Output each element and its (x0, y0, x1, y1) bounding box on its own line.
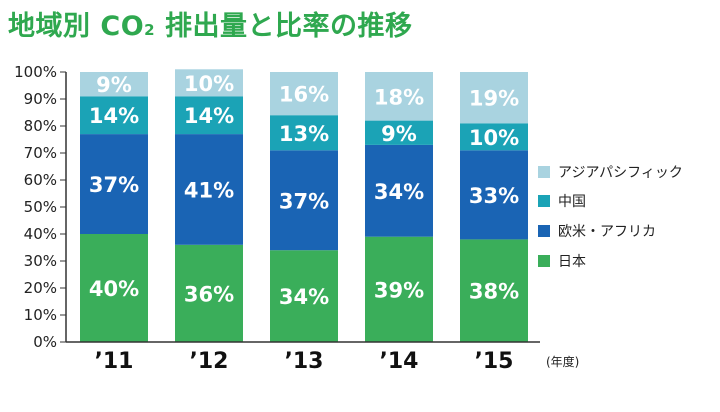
legend-label: アジアパシフィック (558, 165, 683, 181)
chart-title-subscript: 2 (144, 21, 156, 39)
legend-swatch (538, 166, 550, 178)
y-tick-label: 60% (24, 171, 57, 189)
data-label: 33% (469, 184, 519, 208)
x-category-label: ’12 (190, 349, 229, 374)
bar-segment (270, 250, 338, 342)
legend-swatch (538, 255, 550, 267)
bar-segment (175, 69, 243, 97)
bar-segment (175, 134, 243, 245)
data-label: 34% (279, 285, 329, 309)
bar-segment (270, 115, 338, 151)
bar-segment (80, 96, 148, 135)
data-label: 39% (374, 278, 424, 302)
x-category-label: ’15 (475, 349, 514, 374)
bar-segment (365, 236, 433, 342)
y-tick-label: 80% (24, 117, 57, 135)
legend-swatch (538, 195, 550, 207)
bar-segment (365, 144, 433, 237)
bar-segment (365, 72, 433, 121)
y-tick-label: 70% (24, 144, 57, 162)
y-tick-label: 20% (24, 279, 57, 297)
data-label: 19% (469, 87, 519, 111)
data-label: 37% (89, 173, 139, 197)
chart-title-rest: 排出量と比率の推移 (155, 11, 413, 42)
y-tick-label: 40% (24, 225, 57, 243)
data-label: 38% (469, 280, 519, 304)
data-label: 13% (279, 122, 329, 146)
data-label: 9% (96, 73, 132, 97)
data-label: 10% (184, 72, 234, 96)
chart-title-main: 地域別 CO (8, 11, 145, 42)
bar-segment (460, 123, 528, 151)
y-tick-label: 0% (33, 333, 57, 351)
data-label: 34% (374, 180, 424, 204)
data-label: 10% (469, 126, 519, 150)
data-label: 16% (279, 83, 329, 107)
x-category-label: ’11 (95, 349, 134, 374)
data-label: 14% (89, 104, 139, 128)
data-label: 9% (381, 122, 417, 146)
bar-segment (270, 150, 338, 251)
bar-segment (460, 239, 528, 342)
bar-segment (80, 72, 148, 97)
data-label: 37% (279, 189, 329, 213)
bar-segment (80, 134, 148, 234)
data-label: 41% (184, 178, 234, 202)
bar-segment (460, 150, 528, 240)
y-tick-label: 90% (24, 90, 57, 108)
y-tick-label: 10% (24, 306, 57, 324)
y-tick-label: 30% (24, 252, 57, 270)
bar-segment (365, 120, 433, 145)
x-category-label: ’13 (285, 349, 324, 374)
y-tick-label: 100% (14, 63, 57, 81)
bar-segment (270, 72, 338, 116)
bar-segment (175, 244, 243, 342)
data-label: 36% (184, 282, 234, 306)
data-label: 40% (89, 277, 139, 301)
data-label: 18% (374, 85, 424, 109)
legend-swatch (538, 225, 550, 237)
y-tick-label: 50% (24, 198, 57, 216)
legend-label: 欧米・アフリカ (558, 224, 656, 240)
bar-segment (80, 234, 148, 342)
bar-segment (460, 72, 528, 124)
bar-segment (175, 96, 243, 135)
chart-title: 地域別 CO2 排出量と比率の推移 (8, 4, 413, 43)
x-category-label: ’14 (380, 349, 419, 374)
x-unit-label: (年度) (546, 354, 579, 369)
legend-label: 中国 (558, 194, 586, 210)
data-label: 14% (184, 104, 234, 128)
legend-label: 日本 (558, 254, 586, 270)
